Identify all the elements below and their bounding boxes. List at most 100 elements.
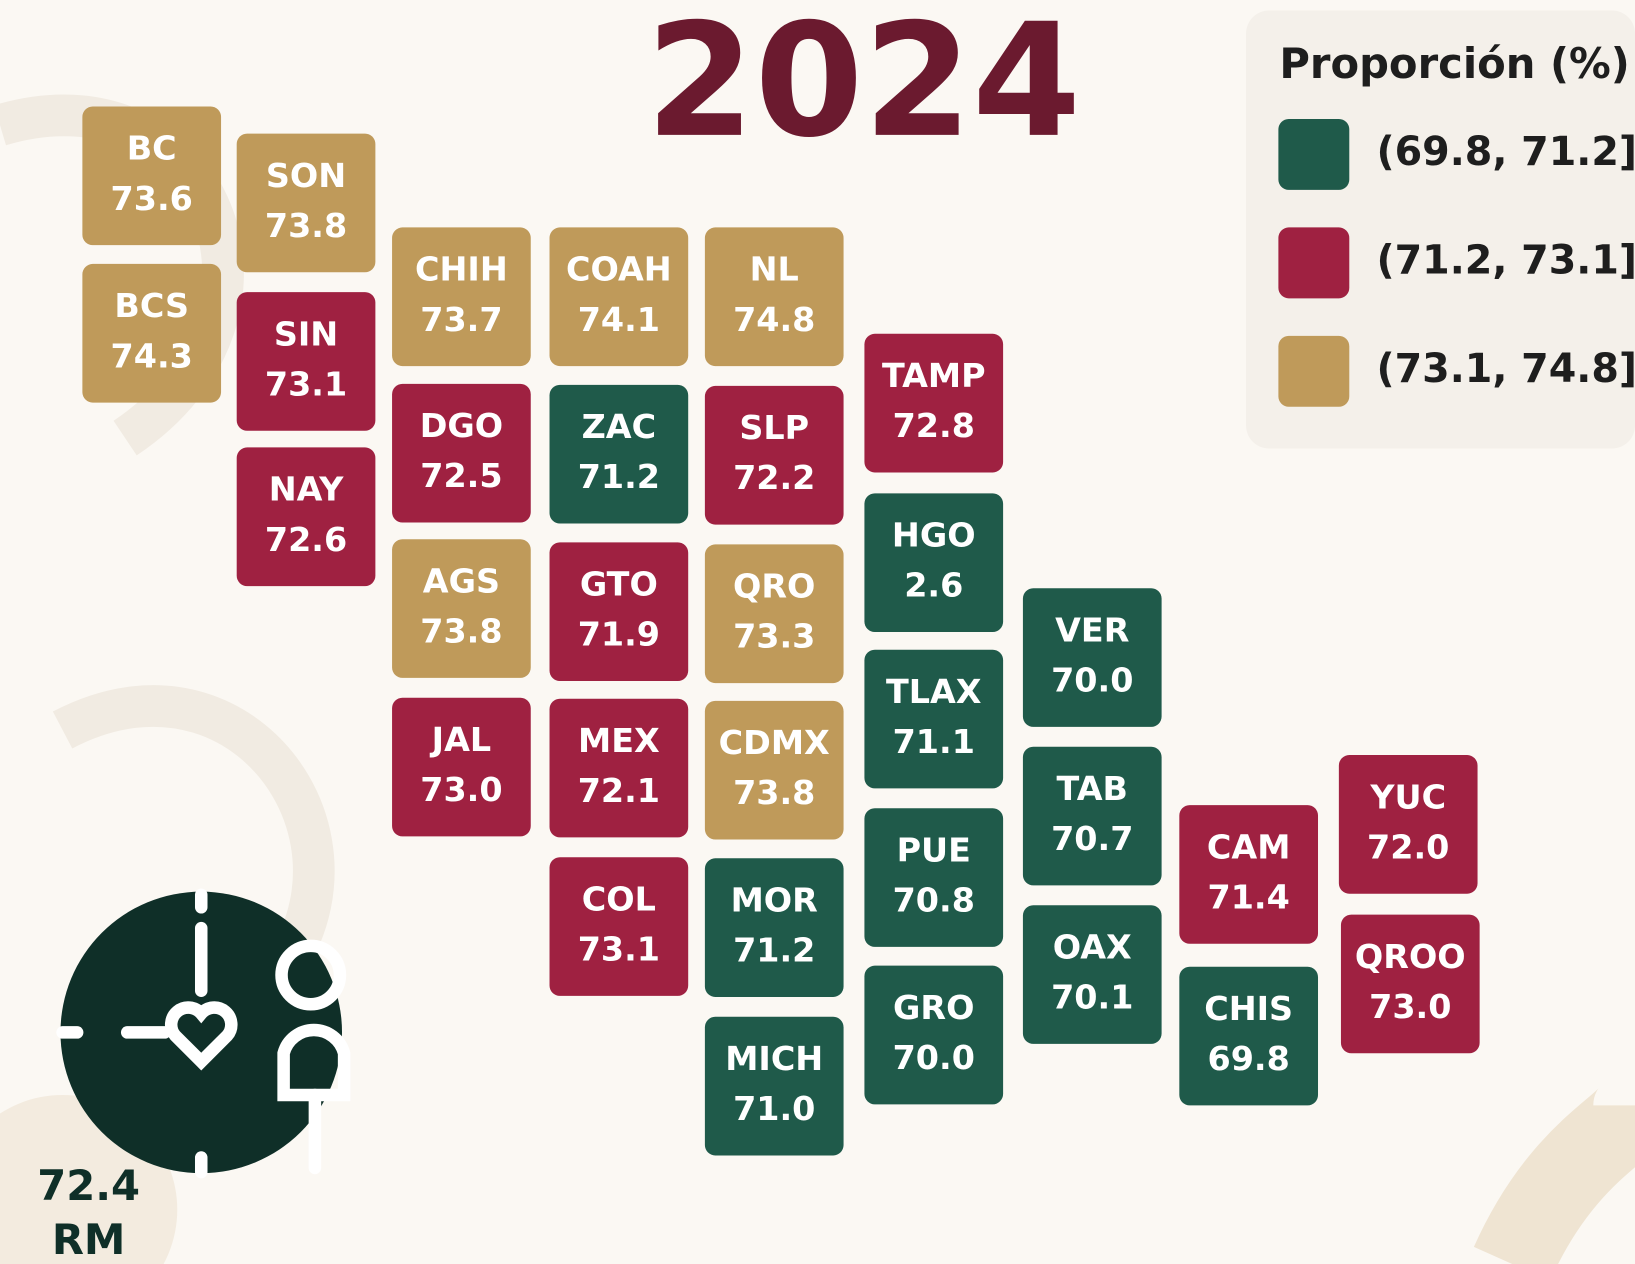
state-value: 72.5 <box>420 456 502 495</box>
state-name: HGO <box>892 516 976 555</box>
state-name: TAMP <box>882 356 986 395</box>
legend-swatch <box>1278 335 1350 407</box>
state-name: TLAX <box>886 672 982 711</box>
state-value: 73.0 <box>420 770 502 809</box>
state-value: 71.4 <box>1208 877 1290 916</box>
state-name: NL <box>750 250 799 289</box>
state-value: 73.0 <box>1369 987 1451 1026</box>
state-name: COAH <box>566 250 672 289</box>
state-tile <box>236 133 376 273</box>
state-name: BC <box>127 129 177 168</box>
state-tile <box>1022 905 1162 1044</box>
state-tile <box>392 697 531 837</box>
state-value: 73.3 <box>733 617 815 656</box>
legend-label: (73.1, 74.8] <box>1376 346 1635 392</box>
state-name: CHIH <box>415 250 508 289</box>
state-tile <box>82 263 222 403</box>
state-value: 70.0 <box>1051 661 1133 700</box>
state-value: 70.8 <box>893 881 975 920</box>
legend-label: (71.2, 73.1] <box>1376 237 1635 283</box>
state-name: QRO <box>733 567 815 606</box>
legend-label: (69.8, 71.2] <box>1376 129 1635 175</box>
legend-title: Proporción (%) <box>1279 39 1630 88</box>
state-value: 73.7 <box>420 300 502 339</box>
state-value: 73.8 <box>420 612 502 651</box>
state-tile <box>549 384 689 524</box>
state-name: MOR <box>731 881 819 920</box>
state-value: 72.1 <box>578 771 660 810</box>
state-name: COL <box>582 880 656 919</box>
state-value: 73.8 <box>265 206 347 245</box>
state-name: JAL <box>430 720 492 759</box>
state-name: GTO <box>580 565 658 604</box>
state-tile <box>392 227 531 367</box>
state-name: CDMX <box>719 723 830 762</box>
state-value: 70.1 <box>1051 978 1133 1017</box>
state-name: VER <box>1055 611 1130 650</box>
state-value: 74.8 <box>733 300 815 339</box>
state-name: CHIS <box>1204 989 1293 1028</box>
state-value: 71.2 <box>578 457 660 496</box>
state-value: 72.2 <box>733 458 815 497</box>
state-tile <box>1338 755 1478 894</box>
national-value: 72.4 <box>37 1161 140 1210</box>
state-tile <box>864 808 1004 947</box>
state-tile <box>864 493 1004 632</box>
state-tile <box>704 1016 844 1156</box>
state-tile <box>704 227 844 367</box>
state-value: 74.1 <box>578 300 660 339</box>
state-value: 70.0 <box>893 1038 975 1077</box>
state-name: YUC <box>1369 777 1446 816</box>
legend-swatch <box>1278 118 1350 190</box>
state-value: 69.8 <box>1208 1039 1290 1078</box>
state-tile <box>704 858 844 997</box>
state-name: SLP <box>739 408 809 447</box>
state-name: QROO <box>1355 937 1466 976</box>
state-tile <box>82 106 222 246</box>
state-value: 71.0 <box>733 1089 815 1128</box>
state-tile <box>864 333 1004 473</box>
state-tile <box>392 383 531 523</box>
state-name: SIN <box>274 314 338 353</box>
state-value: 72.6 <box>265 520 347 559</box>
state-tile <box>549 542 689 682</box>
state-tile <box>864 965 1004 1105</box>
state-value: 73.1 <box>578 930 660 969</box>
state-name: PUE <box>897 831 971 870</box>
state-value: 72.8 <box>893 406 975 445</box>
legend-swatch <box>1278 227 1350 299</box>
state-name: ZAC <box>582 407 657 446</box>
state-name: MICH <box>725 1039 823 1078</box>
state-tile <box>704 544 844 684</box>
state-value: 2.6 <box>904 566 963 605</box>
state-name: MEX <box>578 721 660 760</box>
state-tile <box>864 649 1004 789</box>
state-value: 71.2 <box>733 931 815 970</box>
state-value: 73.6 <box>111 179 193 218</box>
state-value: 71.9 <box>578 615 660 654</box>
state-tile <box>1179 966 1319 1106</box>
state-name: OAX <box>1053 927 1132 966</box>
state-tile <box>1340 914 1480 1054</box>
state-tile <box>549 857 689 996</box>
title: 2024 <box>646 0 1081 172</box>
state-name: BCS <box>114 286 189 325</box>
state-value: 73.8 <box>733 773 815 812</box>
state-name: GRO <box>893 988 974 1027</box>
state-name: TAB <box>1057 769 1128 808</box>
state-tile <box>549 698 689 838</box>
state-value: 70.7 <box>1051 819 1133 858</box>
state-value: 72.0 <box>1367 827 1449 866</box>
state-tile <box>549 227 689 367</box>
state-name: NAY <box>269 470 345 509</box>
state-name: CAM <box>1207 827 1290 866</box>
clock-icon <box>56 888 351 1179</box>
state-name: AGS <box>423 561 500 600</box>
state-value: 71.1 <box>893 722 975 761</box>
state-tile <box>392 539 531 678</box>
state-name: DGO <box>420 406 503 445</box>
state-value: 74.3 <box>111 336 193 375</box>
national-label: RM <box>52 1215 126 1264</box>
